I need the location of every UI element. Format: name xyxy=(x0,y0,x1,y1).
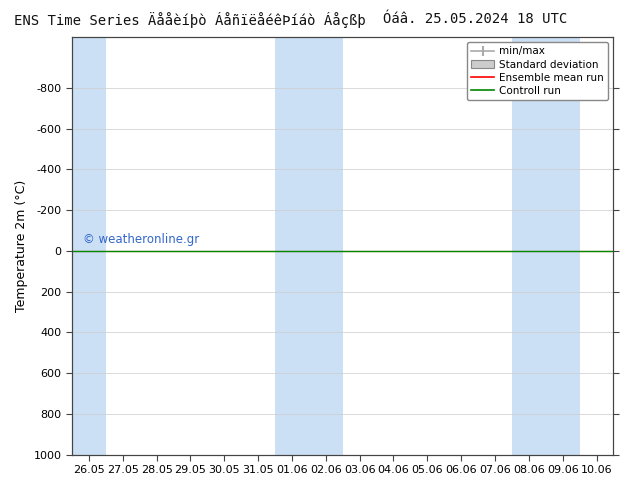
Legend: min/max, Standard deviation, Ensemble mean run, Controll run: min/max, Standard deviation, Ensemble me… xyxy=(467,42,608,100)
Text: Óáâ. 25.05.2024 18 UTC: Óáâ. 25.05.2024 18 UTC xyxy=(384,12,567,26)
Bar xyxy=(309,37,343,455)
Bar xyxy=(275,37,309,455)
Text: © weatheronline.gr: © weatheronline.gr xyxy=(83,233,199,246)
Text: ENS Time Series Äååèíþò ÁåñïëåéêÞíáò Áåçßþ: ENS Time Series Äååèíþò ÁåñïëåéêÞíáò Áåç… xyxy=(15,12,366,28)
Bar xyxy=(72,37,106,455)
Bar xyxy=(512,37,546,455)
Bar xyxy=(546,37,579,455)
Y-axis label: Temperature 2m (°C): Temperature 2m (°C) xyxy=(15,180,28,312)
